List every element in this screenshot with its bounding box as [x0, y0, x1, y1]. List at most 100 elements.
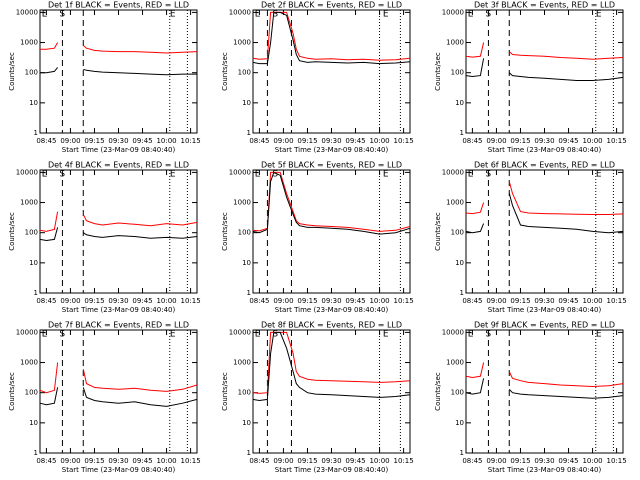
series-line	[39, 227, 198, 242]
x-tick-label: 10:00	[582, 297, 602, 305]
x-tick-label: 09:15	[84, 457, 104, 465]
annotation: S	[485, 330, 491, 340]
panel-title: Det 3f BLACK = Events, RED = LLD	[474, 1, 615, 10]
x-tick-label: 09:45	[345, 457, 365, 465]
annotation: E	[468, 170, 474, 180]
x-tick-label: 08:45	[462, 137, 482, 145]
annotation: E	[255, 10, 261, 20]
y-tick-label: 1000	[446, 359, 464, 367]
x-tick-label: 10:00	[369, 457, 389, 465]
y-tick-label: 1	[34, 129, 38, 137]
x-axis-label: Start Time (23-Mar-09 08:40:40)	[488, 466, 602, 474]
panel: Det 4f BLACK = Events, RED = LLD Start Ti…	[8, 161, 201, 315]
y-tick-label: 10000	[16, 168, 38, 176]
x-tick-label: 10:15	[180, 457, 200, 465]
y-tick-label: 100	[238, 69, 251, 77]
panel-title: Det 5f BLACK = Events, RED = LLD	[261, 161, 402, 170]
plot-frame	[465, 9, 624, 134]
y-tick-label: 10	[242, 99, 251, 107]
y-tick-label: 1	[247, 289, 251, 297]
y-tick-label: 10000	[229, 328, 251, 336]
annotation: E	[170, 10, 176, 20]
annotation: E	[383, 170, 389, 180]
x-tick-label: 08:45	[36, 297, 56, 305]
x-axis-label: Start Time (23-Mar-09 08:40:40)	[62, 466, 176, 474]
x-tick-label: 09:15	[510, 457, 530, 465]
series-line	[465, 378, 624, 399]
annotation: E	[42, 170, 48, 180]
panel: Det 7f BLACK = Events, RED = LLD Start Ti…	[8, 321, 201, 475]
x-tick-label: 10:15	[606, 137, 626, 145]
x-tick-label: 10:00	[582, 457, 602, 465]
series-line	[465, 181, 624, 215]
y-tick-label: 1	[460, 129, 464, 137]
y-axis-label: Counts/sec	[434, 52, 442, 91]
x-tick-label: 09:15	[510, 297, 530, 305]
series-line	[252, 11, 411, 61]
x-tick-label: 09:45	[132, 297, 152, 305]
y-tick-label: 100	[451, 229, 464, 237]
x-tick-label: 08:45	[249, 297, 269, 305]
plot-frame	[39, 329, 198, 454]
x-tick-label: 09:30	[321, 137, 341, 145]
y-tick-label: 1	[34, 289, 38, 297]
series-line	[252, 171, 411, 232]
x-tick-label: 09:00	[486, 137, 506, 145]
x-axis-label: Start Time (23-Mar-09 08:40:40)	[275, 306, 389, 314]
annotation: E	[383, 10, 389, 20]
x-tick-label: 09:00	[486, 297, 506, 305]
x-axis-label: Start Time (23-Mar-09 08:40:40)	[488, 146, 602, 154]
x-tick-label: 09:45	[345, 137, 365, 145]
x-tick-label: 08:45	[249, 137, 269, 145]
x-tick-label: 10:00	[156, 137, 176, 145]
panel: Det 3f BLACK = Events, RED = LLD Start Ti…	[434, 1, 627, 155]
y-tick-label: 1000	[233, 39, 251, 47]
annotation: E	[255, 330, 261, 340]
y-axis-label: Counts/sec	[8, 372, 16, 411]
y-axis-label: Counts/sec	[8, 52, 16, 91]
y-tick-label: 1	[460, 289, 464, 297]
x-tick-label: 09:15	[510, 137, 530, 145]
y-axis-label: Counts/sec	[8, 212, 16, 251]
y-tick-label: 1	[34, 449, 38, 457]
x-axis-label: Start Time (23-Mar-09 08:40:40)	[275, 466, 389, 474]
panel: Det 6f BLACK = Events, RED = LLD Start Ti…	[434, 161, 627, 315]
panel: Det 1f BLACK = Events, RED = LLD Start Ti…	[8, 1, 201, 155]
x-tick-label: 09:00	[273, 457, 293, 465]
x-tick-label: 10:00	[156, 297, 176, 305]
x-tick-label: 09:00	[60, 457, 80, 465]
y-tick-label: 10000	[16, 328, 38, 336]
annotation: E	[42, 330, 48, 340]
x-tick-label: 09:45	[558, 297, 578, 305]
x-tick-label: 09:00	[60, 137, 80, 145]
x-tick-label: 09:30	[534, 297, 554, 305]
y-tick-label: 100	[451, 69, 464, 77]
y-axis-label: Counts/sec	[434, 372, 442, 411]
series-line	[252, 331, 411, 402]
x-tick-label: 09:15	[84, 297, 104, 305]
x-tick-label: 10:15	[393, 137, 413, 145]
y-tick-label: 10	[242, 419, 251, 427]
annotation: E	[596, 170, 602, 180]
annotation: E	[42, 10, 48, 20]
annotation: E	[170, 170, 176, 180]
x-tick-label: 09:45	[558, 457, 578, 465]
y-tick-label: 1000	[233, 359, 251, 367]
series-line	[465, 193, 624, 234]
x-tick-label: 09:30	[108, 297, 128, 305]
panel-title: Det 8f BLACK = Events, RED = LLD	[261, 321, 402, 330]
y-tick-label: 1000	[20, 199, 38, 207]
panel-title: Det 6f BLACK = Events, RED = LLD	[474, 161, 615, 170]
y-tick-label: 100	[238, 229, 251, 237]
y-tick-label: 10	[29, 259, 38, 267]
y-tick-label: 10000	[442, 8, 464, 16]
y-tick-label: 10000	[442, 168, 464, 176]
panel-title: Det 9f BLACK = Events, RED = LLD	[474, 321, 615, 330]
x-tick-label: 09:45	[132, 137, 152, 145]
annotation: E	[170, 330, 176, 340]
y-tick-label: 100	[25, 389, 38, 397]
x-tick-label: 09:00	[486, 457, 506, 465]
y-tick-label: 1000	[20, 359, 38, 367]
